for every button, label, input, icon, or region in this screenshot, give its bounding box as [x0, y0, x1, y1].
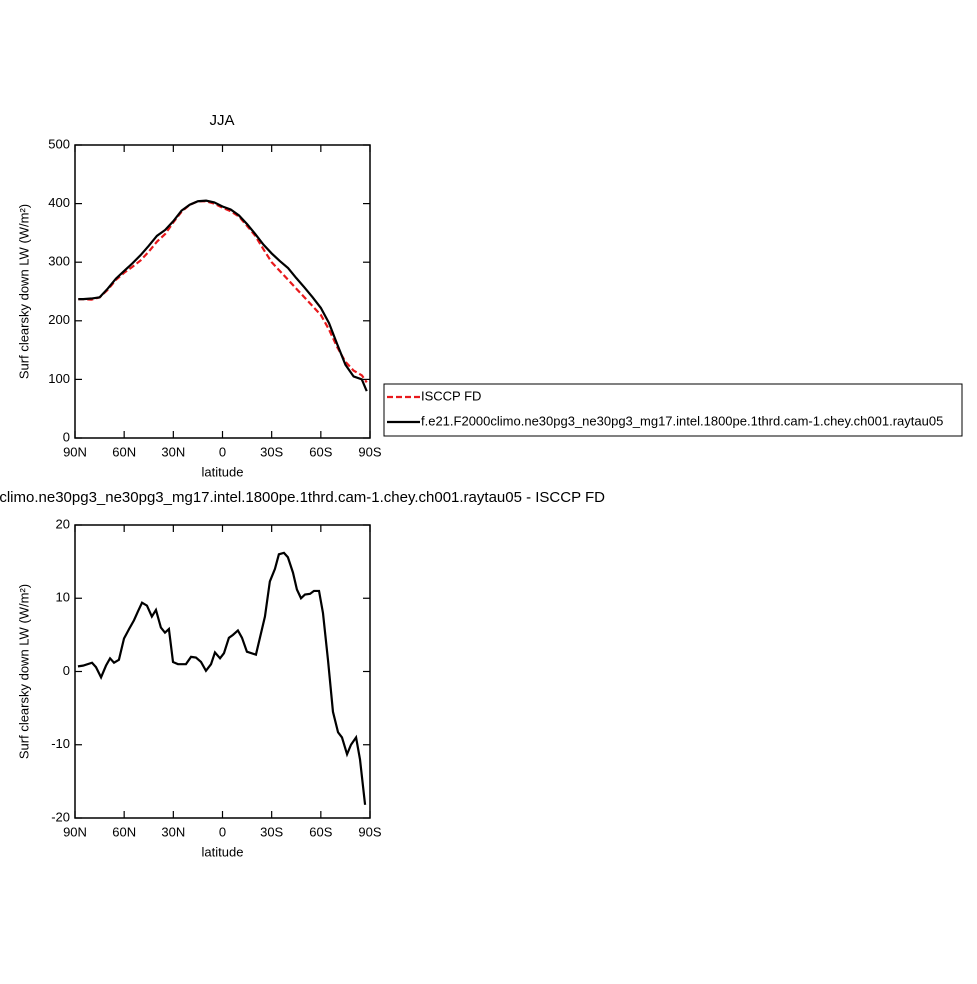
x-tick-label: 60N	[112, 824, 136, 839]
legend-label: f.e21.F2000climo.ne30pg3_ne30pg3_mg17.in…	[421, 413, 943, 428]
y-tick-label: -20	[51, 809, 70, 824]
data-line	[78, 200, 368, 383]
plot-frame	[74, 524, 371, 819]
x-axis-label: latitude	[202, 464, 244, 479]
x-tick-label: 90N	[63, 444, 87, 459]
x-tick-label: 30S	[260, 824, 283, 839]
x-tick-label: 30S	[260, 444, 283, 459]
chart-title: JJA	[209, 112, 234, 129]
x-tick-label: 0	[219, 824, 226, 839]
chart-title: f.e21.F2000climo.ne30pg3_ne30pg3_mg17.in…	[0, 489, 605, 506]
y-tick-label: 300	[48, 254, 70, 269]
x-axis-label: latitude	[202, 844, 244, 859]
y-tick-label: 0	[63, 429, 70, 444]
y-axis-label: Surf clearsky down LW (W/m²)	[16, 204, 31, 379]
y-tick-label: 400	[48, 195, 70, 210]
y-tick-label: 500	[48, 136, 70, 151]
x-tick-label: 30N	[161, 824, 185, 839]
x-tick-label: 30N	[161, 444, 185, 459]
legend-box	[383, 383, 963, 437]
x-tick-label: 90S	[358, 444, 381, 459]
x-tick-label: 0	[219, 444, 226, 459]
y-tick-label: 10	[56, 590, 70, 605]
x-tick-label: 60S	[309, 824, 332, 839]
y-tick-label: 20	[56, 516, 70, 531]
y-axis-label: Surf clearsky down LW (W/m²)	[16, 584, 31, 759]
plot-frame	[74, 144, 371, 439]
legend-label: ISCCP FD	[421, 388, 481, 403]
data-line	[77, 551, 367, 805]
x-tick-label: 60S	[309, 444, 332, 459]
data-line	[78, 199, 368, 392]
x-tick-label: 60N	[112, 444, 136, 459]
y-tick-label: 200	[48, 312, 70, 327]
y-tick-label: 0	[63, 663, 70, 678]
y-tick-label: -10	[51, 736, 70, 751]
x-tick-label: 90S	[358, 824, 381, 839]
y-tick-label: 100	[48, 371, 70, 386]
x-tick-label: 90N	[63, 824, 87, 839]
